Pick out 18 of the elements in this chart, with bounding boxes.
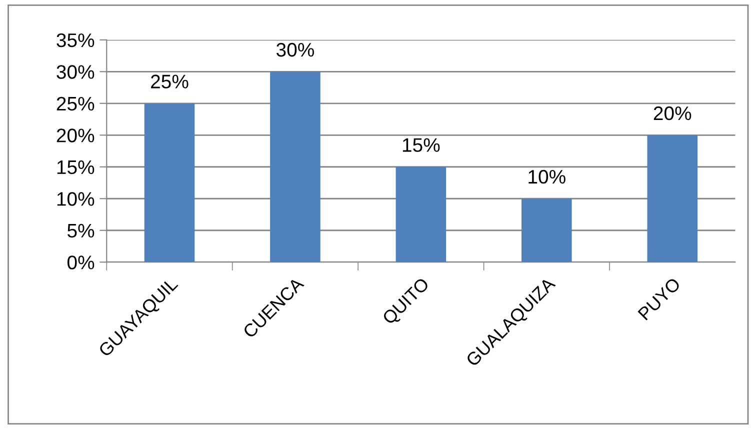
bar <box>270 72 320 262</box>
data-label: 15% <box>402 138 440 152</box>
bar <box>522 198 572 262</box>
y-tick-label: 30% <box>56 65 94 79</box>
y-tick-label: 5% <box>68 224 94 238</box>
data-label: 10% <box>528 170 566 184</box>
bar <box>647 135 698 262</box>
y-tick-label: 10% <box>57 192 94 206</box>
bar <box>396 166 446 262</box>
data-label: 25% <box>151 74 188 88</box>
data-label: 20% <box>654 106 692 120</box>
y-tick-label: 20% <box>56 128 94 142</box>
y-tick-label: 35% <box>56 33 94 48</box>
y-tick-label: 25% <box>56 96 94 111</box>
data-label: 30% <box>276 42 314 57</box>
y-tick-label: 0% <box>67 256 94 270</box>
y-tick-label: 15% <box>57 160 94 174</box>
bar <box>144 103 195 262</box>
